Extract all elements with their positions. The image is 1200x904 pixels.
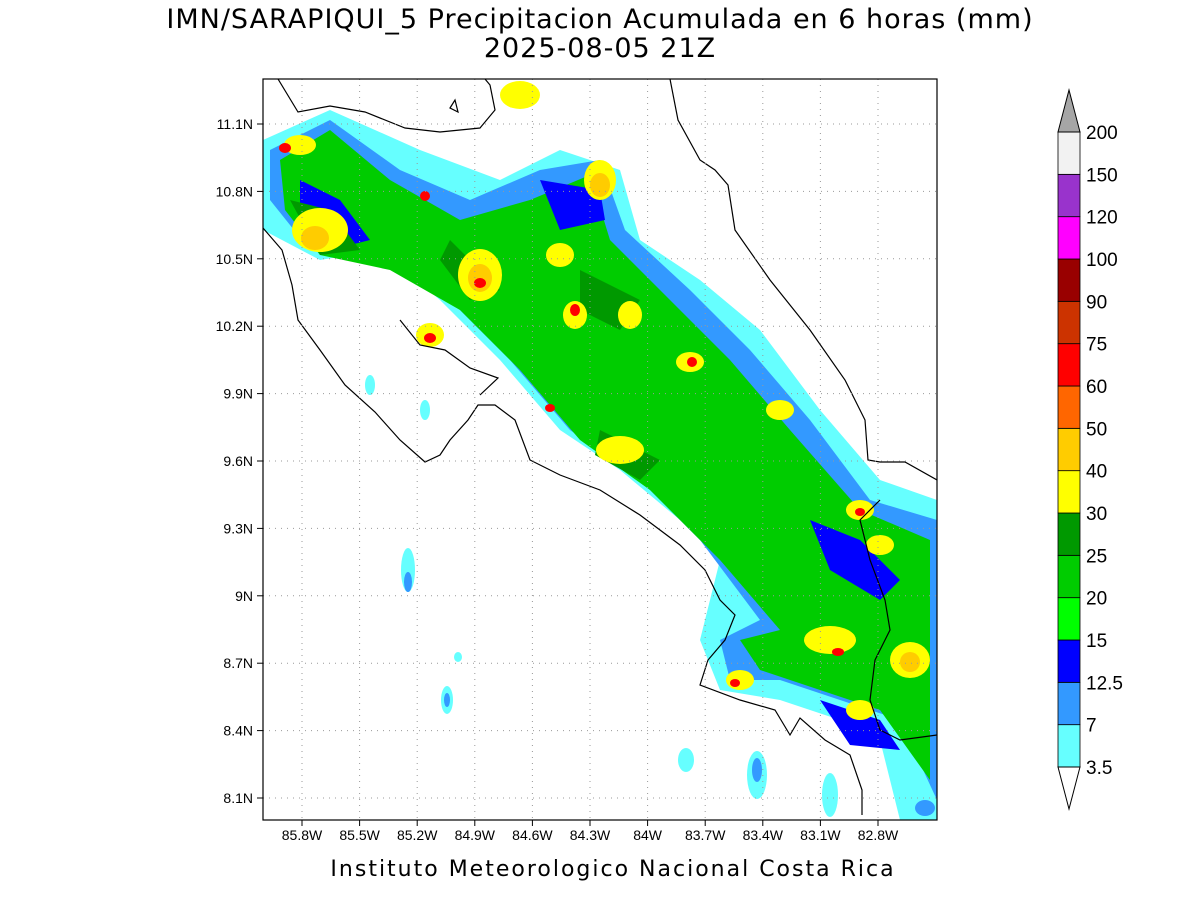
lat-tick-label: 9.3N (223, 520, 253, 536)
lon-tick-label: 83.1W (800, 827, 841, 843)
colorbar-label: 200 (1086, 123, 1118, 144)
colorbar-over (1057, 88, 1081, 133)
ticks: 11.1N 10.8N 10.5N 10.2N 9.9N 9.6N 9.3N 9N 8.7N 8.… (216, 116, 899, 843)
colorbar-swatch (1057, 343, 1081, 387)
colorbar-label: 3.5 (1086, 758, 1112, 779)
colorbar-swatch (1057, 681, 1081, 726)
lon-tick-label: 85.2W (397, 827, 438, 843)
lon-tick-label: 82.8W (858, 827, 899, 843)
map-frame (262, 78, 938, 821)
lon-tick-label: 84.9W (455, 827, 496, 843)
lat-tick-label: 11.1N (217, 116, 253, 132)
lat-tick-label: 10.8N (216, 183, 253, 199)
colorbar-swatch (1057, 131, 1081, 175)
lat-tick-label: 8.7N (223, 655, 253, 671)
lon-tick-label: 84.6W (512, 827, 553, 843)
lon-tick-label: 85.5W (339, 827, 380, 843)
lon-tick-label: 84W (633, 827, 663, 843)
colorbar-label: 75 (1086, 335, 1107, 356)
colorbar: 3.5 7 12.5 15 20 25 30 40 50 60 75 90 100 120 150 200 (1057, 88, 1123, 811)
colorbar-swatch (1057, 512, 1081, 556)
lat-tick-label: 10.5N (216, 251, 253, 267)
border (859, 499, 937, 741)
title: IMN/SARAPIQUI_5 Precipitacion Acumulada … (166, 4, 1033, 35)
colorbar-swatch (1057, 258, 1081, 302)
colorbar-label: 120 (1086, 208, 1118, 229)
colorbar-label: 150 (1086, 165, 1118, 186)
lon-tick-label: 85.8W (282, 827, 323, 843)
colorbar-swatch (1057, 554, 1081, 599)
colorbar-swatch (1057, 470, 1081, 514)
colorbar-label: 12.5 (1086, 673, 1123, 694)
colorbar-label: 20 (1086, 589, 1107, 610)
colorbar-label: 7 (1086, 716, 1097, 737)
gulf (399, 319, 500, 396)
lat-tick-label: 8.1N (223, 790, 253, 806)
lat-tick-label: 9.9N (223, 386, 253, 402)
lon-tick-label: 83.7W (685, 827, 726, 843)
lon-tick-label: 84.3W (570, 827, 611, 843)
colorbar-label: 40 (1086, 462, 1107, 483)
footer: Instituto Meteorologico Nacional Costa R… (330, 857, 895, 882)
colorbar-swatch (1057, 597, 1081, 641)
colorbar-label: 100 (1086, 250, 1118, 271)
colorbar-label: 60 (1086, 377, 1107, 398)
colorbar-swatch (1057, 639, 1081, 683)
colorbar-under (1057, 766, 1081, 811)
grid (263, 79, 937, 820)
colorbar-label: 30 (1086, 504, 1107, 525)
border (277, 79, 496, 133)
lon-tick-label: 83.4W (743, 827, 784, 843)
lat-tick-label: 8.4N (223, 723, 253, 739)
colorbar-swatch (1057, 724, 1081, 768)
lat-tick-label: 10.2N (216, 318, 253, 334)
colorbar-swatch (1057, 216, 1081, 260)
colorbar-label: 25 (1086, 546, 1107, 567)
island (449, 98, 459, 114)
colorbar-label: 90 (1086, 292, 1107, 313)
colorbar-swatch (1057, 300, 1081, 345)
lat-tick-label: 9.6N (223, 453, 253, 469)
colorbar-swatch (1057, 173, 1081, 218)
coastline (669, 79, 937, 481)
colorbar-swatch (1057, 427, 1081, 472)
colorbar-label: 50 (1086, 419, 1107, 440)
coastline (263, 227, 863, 815)
colorbar-label: 15 (1086, 631, 1107, 652)
precip-field (263, 81, 937, 820)
lat-tick-label: 9N (235, 588, 253, 604)
colorbar-swatch (1057, 385, 1081, 429)
map-area (263, 79, 937, 820)
subtitle: 2025-08-05 21Z (484, 33, 716, 64)
